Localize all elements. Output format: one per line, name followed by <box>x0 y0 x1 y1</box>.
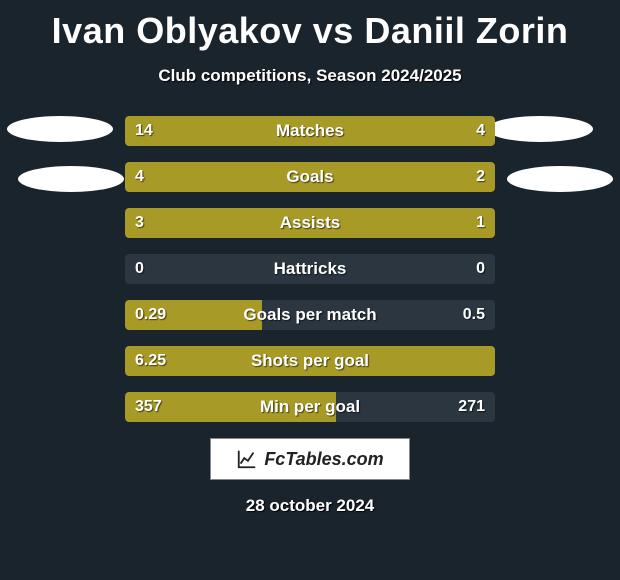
stat-bar-right <box>403 208 496 238</box>
logo-box: FcTables.com <box>210 438 410 480</box>
stat-bar-left <box>125 162 369 192</box>
chart-icon <box>236 448 258 470</box>
comparison-subtitle: Club competitions, Season 2024/2025 <box>0 66 620 86</box>
stat-bar-left <box>125 208 403 238</box>
comparison-date: 28 october 2024 <box>0 496 620 516</box>
stat-bar-right <box>410 116 495 146</box>
stat-row: 6.25Shots per goal <box>125 346 495 376</box>
stat-value-right: 0.5 <box>463 300 485 330</box>
player2-club-placeholder <box>507 166 613 192</box>
stats-bars: 144Matches 42Goals 31Assists 0 0Hattricks 0.2… <box>125 116 495 422</box>
stat-value-right: 271 <box>458 392 485 422</box>
stat-bar-left <box>125 116 410 146</box>
stat-row: 357271Min per goal <box>125 392 495 422</box>
logo-text: FcTables.com <box>264 449 383 470</box>
stat-bar-left <box>125 346 495 376</box>
stat-bar-left <box>125 300 262 330</box>
stat-label: Hattricks <box>125 254 495 284</box>
player1-club-placeholder <box>18 166 124 192</box>
player2-photo-placeholder <box>487 116 593 142</box>
stat-row: 31Assists <box>125 208 495 238</box>
comparison-title: Ivan Oblyakov vs Daniil Zorin <box>0 0 620 52</box>
stat-row: 42Goals <box>125 162 495 192</box>
stat-row: 0.290.5Goals per match <box>125 300 495 330</box>
stat-row: 144Matches <box>125 116 495 146</box>
stat-bar-left <box>125 392 336 422</box>
stat-bar-right <box>369 162 495 192</box>
stat-value-right: 0 <box>476 254 485 284</box>
stat-value-left: 0 <box>135 254 144 284</box>
stat-row: 0 0Hattricks <box>125 254 495 284</box>
comparison-content: 144Matches 42Goals 31Assists 0 0Hattricks 0.2… <box>0 116 620 516</box>
player1-photo-placeholder <box>7 116 113 142</box>
